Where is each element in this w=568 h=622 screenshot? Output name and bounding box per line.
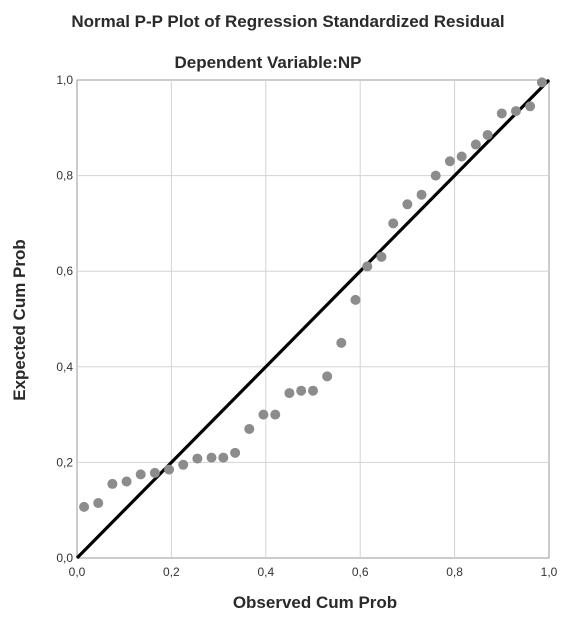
data-point [388,218,399,229]
data-point [470,139,481,150]
data-point [218,452,229,463]
data-point [270,409,281,420]
data-point [510,106,521,117]
data-point [350,294,361,305]
x-tick-label: 0,2 [163,565,180,579]
data-point [536,77,547,88]
reference-line [75,78,551,560]
chart-subtitle: Dependent Variable:NP [174,53,361,72]
data-point [79,501,90,512]
data-point [322,371,333,382]
x-axis-label: Observed Cum Prob [233,593,397,612]
data-point [178,459,189,470]
data-point [402,199,413,210]
chart-title: Normal P-P Plot of Regression Standardiz… [71,12,504,31]
plot-area: 0,0 0,2 0,4 0,6 0,8 1,0 0,0 0,2 0,4 0,6 0,8 1,0 [56,73,557,579]
data-point [525,101,536,112]
data-point [244,423,255,434]
y-axis-label: Expected Cum Prob [10,239,29,401]
data-point [482,129,493,140]
y-tick-label: 0,8 [56,169,73,183]
data-point [296,385,307,396]
data-point [444,156,455,167]
y-tick-label: 0,0 [56,551,73,565]
data-point [376,251,387,262]
y-tick-label: 0,4 [56,360,73,374]
data-point [149,467,160,478]
y-tick-label: 0,6 [56,264,73,278]
data-point [308,385,318,396]
x-tick-label: 0,0 [69,565,86,579]
x-tick-label: 0,4 [257,565,274,579]
y-tick-label: 0,2 [56,455,73,469]
data-point [496,108,507,119]
data-point [456,151,467,162]
x-tick-label: 0,8 [446,565,463,579]
data-point [336,337,347,348]
data-point [258,409,269,420]
x-tick-label: 0,6 [352,565,369,579]
data-point [164,464,175,475]
data-point [284,388,295,399]
data-point [230,447,241,458]
data-point [416,189,427,200]
data-point [135,469,146,480]
data-point [93,498,104,509]
data-point [192,453,203,464]
data-point [121,476,132,487]
data-point [362,261,373,272]
data-point [430,170,441,181]
data-point [107,478,118,489]
y-tick-label: 1,0 [56,73,73,87]
x-tick-label: 1,0 [541,565,558,579]
data-point [206,452,217,463]
